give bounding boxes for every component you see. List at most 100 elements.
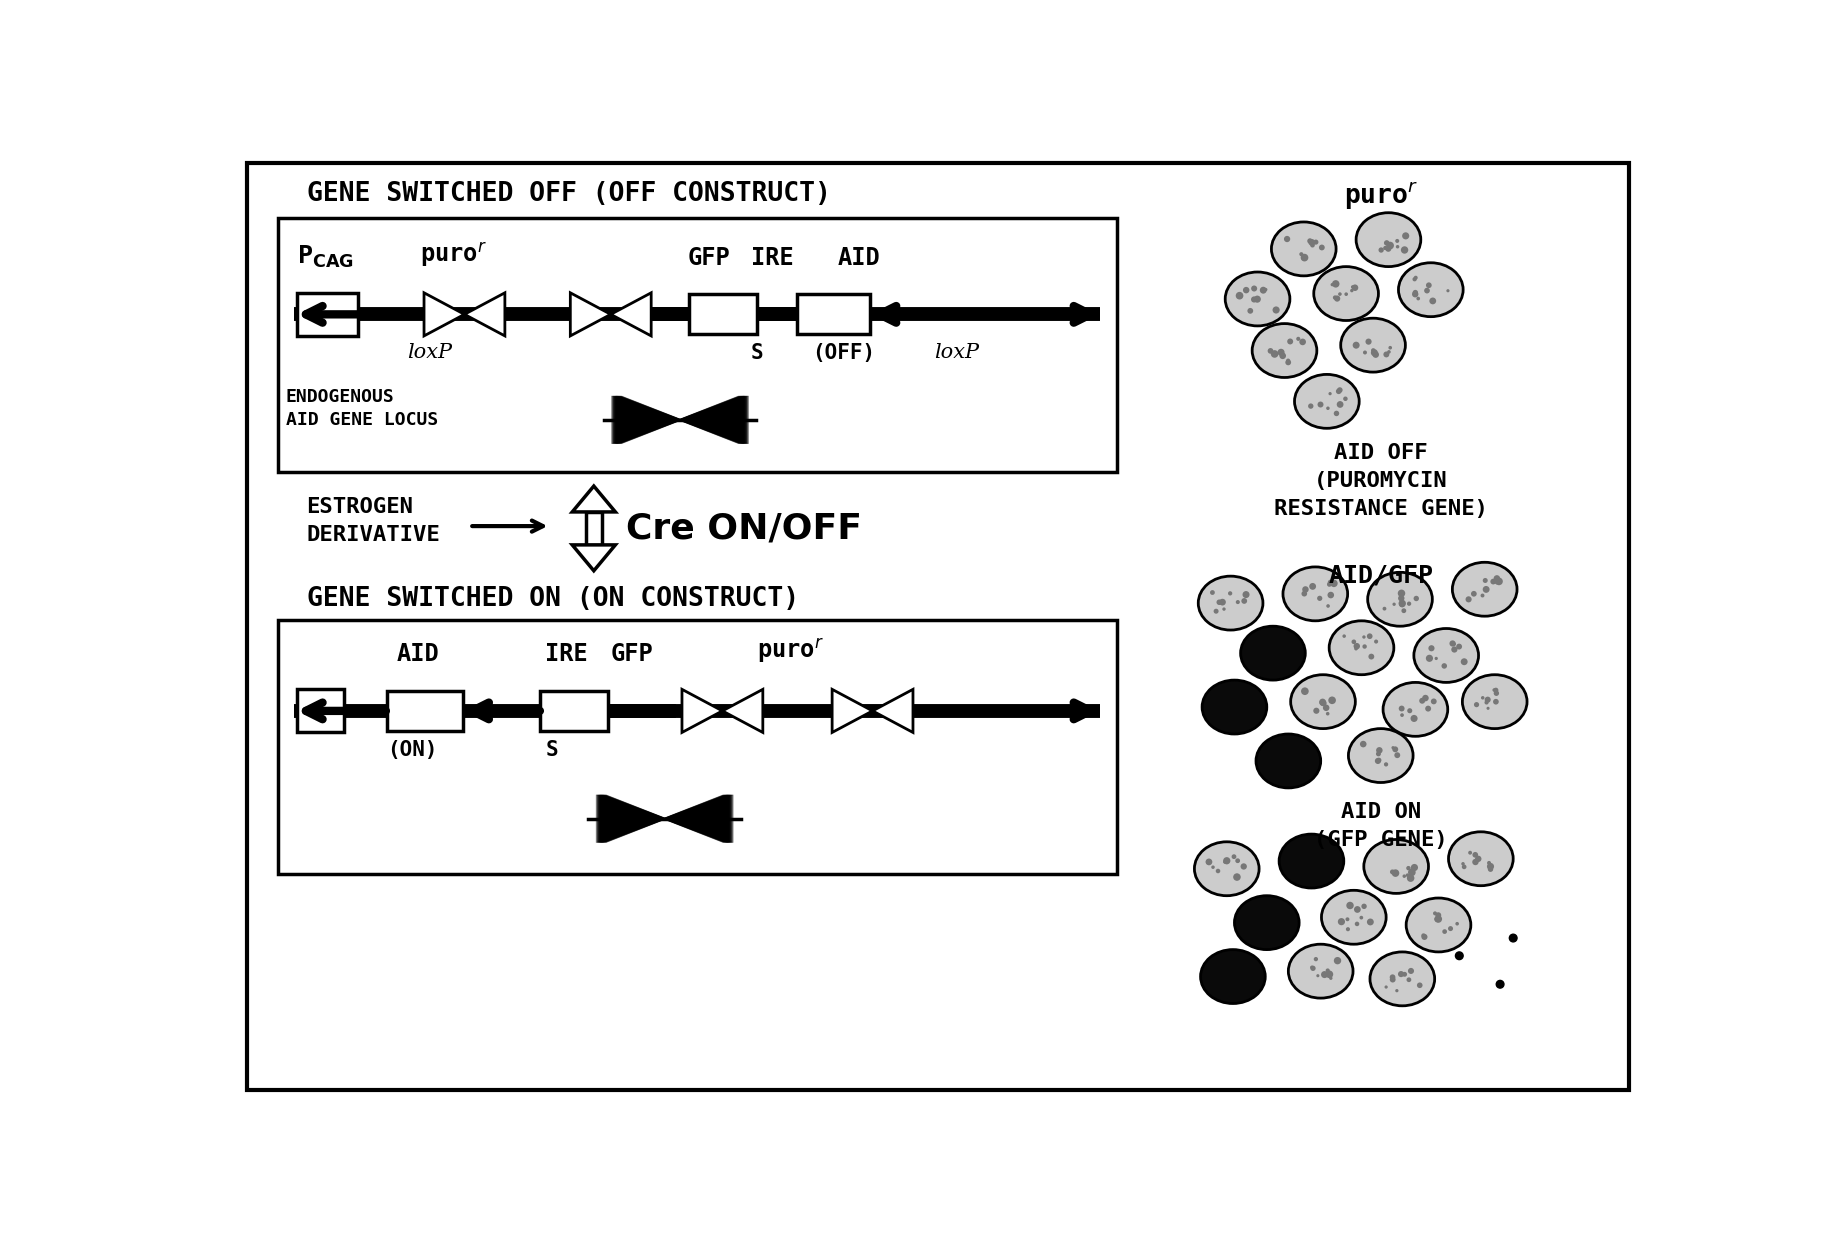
Text: loxP: loxP — [933, 342, 979, 362]
Circle shape — [1442, 929, 1446, 934]
Circle shape — [1409, 715, 1416, 722]
Circle shape — [1488, 867, 1493, 872]
Circle shape — [1286, 339, 1292, 345]
Circle shape — [1391, 869, 1398, 877]
Polygon shape — [662, 795, 725, 842]
Circle shape — [1383, 763, 1387, 766]
Ellipse shape — [1413, 629, 1479, 682]
Bar — [688, 294, 756, 335]
Circle shape — [1484, 697, 1490, 703]
Circle shape — [1215, 869, 1219, 873]
Polygon shape — [465, 293, 505, 336]
Circle shape — [1310, 966, 1316, 971]
Circle shape — [1387, 346, 1391, 350]
Circle shape — [1308, 239, 1314, 246]
Circle shape — [1482, 578, 1488, 583]
Circle shape — [1323, 704, 1329, 711]
Polygon shape — [831, 689, 873, 733]
Ellipse shape — [1367, 573, 1431, 626]
Bar — [796, 294, 869, 335]
Polygon shape — [662, 795, 723, 842]
Polygon shape — [425, 293, 465, 336]
Circle shape — [1351, 285, 1354, 289]
Ellipse shape — [1193, 842, 1259, 895]
Circle shape — [1367, 634, 1372, 639]
Circle shape — [1241, 598, 1246, 604]
Circle shape — [1210, 590, 1213, 595]
Polygon shape — [873, 689, 913, 733]
Polygon shape — [617, 396, 681, 444]
Text: GFP: GFP — [611, 642, 653, 666]
Circle shape — [1424, 288, 1429, 294]
Circle shape — [1318, 244, 1325, 250]
Text: loxP: loxP — [406, 342, 452, 362]
Circle shape — [1484, 701, 1488, 704]
Circle shape — [1325, 971, 1332, 978]
Circle shape — [1382, 606, 1385, 610]
Text: Cre ON/OFF: Cre ON/OFF — [626, 511, 862, 546]
Circle shape — [1338, 293, 1341, 296]
Circle shape — [1222, 608, 1224, 611]
Circle shape — [1394, 246, 1398, 248]
Text: (OFF): (OFF) — [813, 342, 875, 363]
Circle shape — [1301, 687, 1308, 696]
Circle shape — [1312, 708, 1319, 714]
Circle shape — [1394, 753, 1400, 758]
Circle shape — [1371, 348, 1374, 352]
Circle shape — [1310, 243, 1314, 248]
Polygon shape — [597, 795, 662, 842]
Polygon shape — [664, 795, 727, 842]
Ellipse shape — [1288, 944, 1352, 998]
Ellipse shape — [1451, 562, 1517, 616]
Polygon shape — [573, 486, 615, 512]
Circle shape — [1327, 591, 1334, 599]
Circle shape — [1272, 306, 1279, 314]
Circle shape — [1318, 698, 1325, 706]
Circle shape — [1316, 975, 1319, 977]
Polygon shape — [597, 795, 662, 842]
Circle shape — [1374, 758, 1380, 764]
Circle shape — [1398, 601, 1404, 608]
Circle shape — [1299, 252, 1303, 257]
Circle shape — [1360, 740, 1365, 748]
Bar — [388, 691, 463, 730]
Circle shape — [1400, 247, 1407, 254]
Text: puro$^r$: puro$^r$ — [756, 637, 824, 666]
Text: IRE: IRE — [750, 247, 792, 270]
Circle shape — [1391, 746, 1398, 753]
Circle shape — [1420, 934, 1426, 937]
Polygon shape — [681, 396, 747, 444]
Circle shape — [1486, 707, 1490, 709]
Circle shape — [1433, 911, 1437, 915]
Circle shape — [1219, 599, 1224, 605]
Polygon shape — [606, 795, 666, 842]
Text: AID OFF
(PUROMYCIN
RESISTANCE GENE): AID OFF (PUROMYCIN RESISTANCE GENE) — [1274, 443, 1488, 518]
Circle shape — [1345, 901, 1352, 909]
Polygon shape — [604, 795, 666, 842]
Ellipse shape — [1283, 567, 1347, 621]
Circle shape — [1332, 410, 1338, 417]
Polygon shape — [586, 512, 602, 544]
Circle shape — [1493, 691, 1499, 696]
Circle shape — [1469, 591, 1477, 596]
Polygon shape — [598, 795, 662, 842]
Polygon shape — [679, 396, 741, 444]
Ellipse shape — [1200, 950, 1265, 1003]
Circle shape — [1411, 864, 1416, 870]
Circle shape — [1301, 255, 1305, 260]
Circle shape — [1383, 351, 1389, 357]
Polygon shape — [600, 795, 664, 842]
Circle shape — [1330, 283, 1334, 286]
Polygon shape — [662, 795, 723, 842]
Circle shape — [1318, 402, 1323, 408]
Circle shape — [1336, 387, 1341, 393]
Circle shape — [1354, 647, 1358, 651]
Circle shape — [1495, 578, 1502, 585]
Polygon shape — [664, 795, 727, 842]
Polygon shape — [600, 795, 664, 842]
Circle shape — [1391, 603, 1394, 606]
Text: (ON): (ON) — [388, 740, 437, 760]
Ellipse shape — [1233, 895, 1299, 950]
Bar — [296, 689, 344, 733]
Text: puro$^r$: puro$^r$ — [419, 242, 487, 270]
